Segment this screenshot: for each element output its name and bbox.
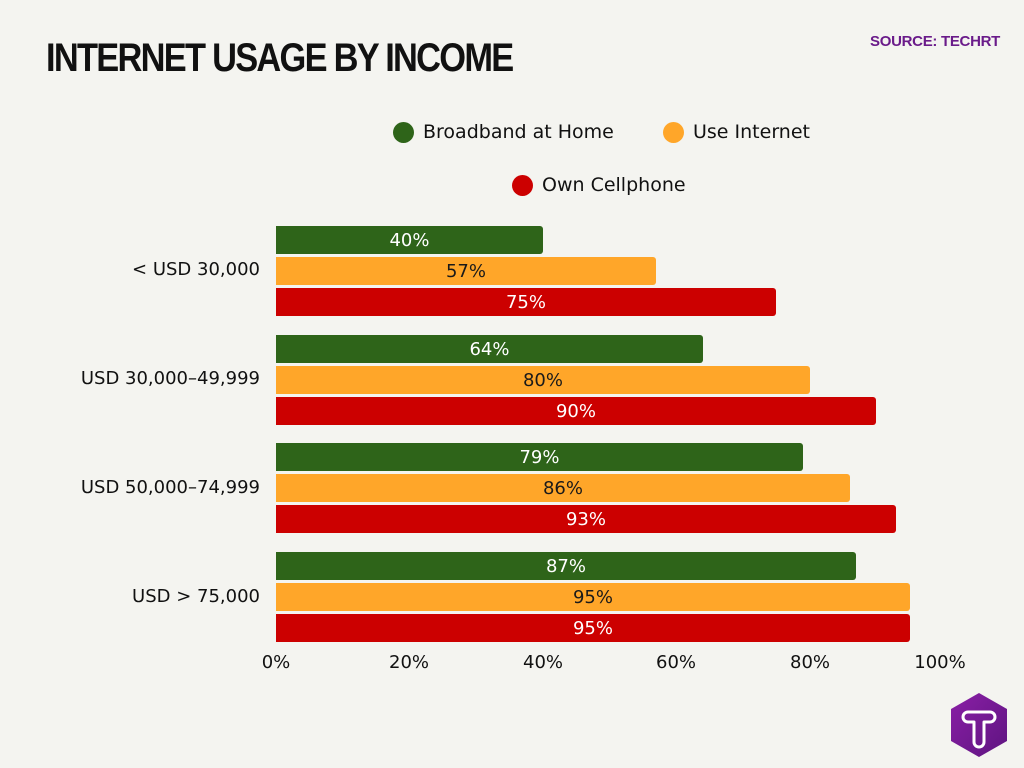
legend-item-broadband: Broadband at Home	[393, 121, 614, 143]
bar-broadband: 87%	[276, 552, 856, 580]
x-tick-label: 0%	[261, 652, 291, 673]
bar-own-cellphone: 75%	[276, 288, 776, 316]
bar-value-label: 95%	[572, 586, 613, 608]
x-tick-label: 20%	[388, 652, 430, 673]
x-tick-label: 80%	[789, 652, 831, 673]
x-tick-label: 100%	[914, 652, 966, 673]
legend-label: Broadband at Home	[423, 121, 614, 143]
bar-own-cellphone: 90%	[276, 397, 876, 425]
category-label: USD > 75,000	[132, 586, 260, 607]
legend-label: Own Cellphone	[542, 174, 686, 196]
x-tick-label: 40%	[522, 652, 564, 673]
bar-use-internet: 80%	[276, 366, 810, 394]
bar-value-label: 86%	[542, 477, 583, 499]
circle-dot-icon	[512, 174, 533, 196]
bar-value-label: 75%	[505, 291, 546, 313]
bar-use-internet: 95%	[276, 583, 910, 611]
bar-value-label: 93%	[565, 508, 606, 530]
bar-use-internet: 57%	[276, 257, 656, 285]
bar-broadband: 79%	[276, 443, 803, 471]
source-label: SOURCE: TECHRT	[870, 33, 1000, 50]
bar-value-label: 90%	[555, 400, 596, 422]
bar-value-label: 79%	[519, 446, 560, 468]
bar-broadband: 40%	[276, 226, 543, 254]
bar-value-label: 80%	[522, 369, 563, 391]
chart-title: INTERNET USAGE BY INCOME	[46, 36, 514, 80]
bar-broadband: 64%	[276, 335, 703, 363]
bar-own-cellphone: 95%	[276, 614, 910, 642]
x-tick-label: 60%	[655, 652, 697, 673]
legend-item-use-internet: Use Internet	[663, 121, 810, 143]
circle-dot-icon	[663, 121, 684, 143]
legend-item-own-cellphone: Own Cellphone	[512, 174, 686, 196]
bar-use-internet: 86%	[276, 474, 850, 502]
bar-value-label: 87%	[545, 555, 586, 577]
bar-value-label: 64%	[469, 338, 510, 360]
category-label: USD 30,000–49,999	[80, 368, 260, 389]
category-label: USD 50,000–74,999	[80, 477, 260, 498]
bar-value-label: 57%	[445, 260, 486, 282]
legend-label: Use Internet	[693, 121, 810, 143]
bar-own-cellphone: 93%	[276, 505, 896, 533]
bar-value-label: 95%	[572, 617, 613, 639]
category-label: < USD 30,000	[132, 259, 260, 280]
circle-dot-icon	[393, 121, 414, 143]
techrt-logo-icon	[949, 692, 1009, 758]
bar-value-label: 40%	[389, 229, 430, 251]
